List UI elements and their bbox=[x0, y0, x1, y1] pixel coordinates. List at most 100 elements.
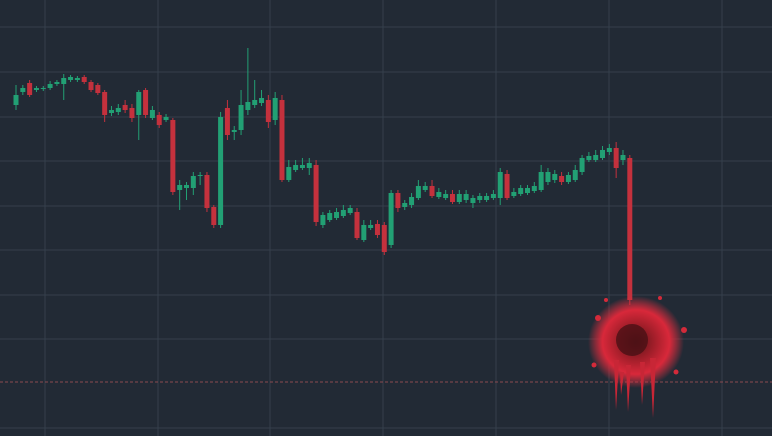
candle-body bbox=[334, 212, 340, 218]
candle-body bbox=[286, 167, 292, 180]
candle-body bbox=[299, 165, 305, 168]
candle-body bbox=[170, 120, 176, 192]
candle-body bbox=[81, 77, 87, 82]
candle-body bbox=[429, 186, 435, 196]
candle-body bbox=[374, 224, 380, 235]
candle-body bbox=[27, 83, 33, 95]
candle-body bbox=[238, 105, 244, 130]
candle-body bbox=[422, 186, 428, 190]
candle-body bbox=[613, 148, 619, 168]
candle-body bbox=[606, 148, 612, 152]
candle-body bbox=[149, 110, 155, 118]
candle-body bbox=[484, 196, 490, 200]
candle-body bbox=[88, 82, 94, 90]
candle-body bbox=[143, 90, 149, 115]
candle-body bbox=[184, 185, 189, 188]
candle-body bbox=[436, 192, 442, 197]
candle-body bbox=[552, 174, 558, 180]
splatter-drop bbox=[673, 369, 679, 375]
splatter-drop bbox=[595, 315, 601, 321]
splatter-drop bbox=[658, 296, 662, 300]
candle-body bbox=[320, 215, 326, 225]
candle-body bbox=[531, 186, 537, 191]
candle-body bbox=[402, 203, 408, 207]
candle-body bbox=[211, 207, 217, 225]
candle-body bbox=[368, 225, 374, 228]
candle-body bbox=[252, 100, 258, 105]
candle-body bbox=[129, 108, 135, 118]
candle-body bbox=[559, 176, 565, 182]
splatter-drips bbox=[614, 358, 656, 418]
candle-body bbox=[545, 172, 551, 182]
candle-body bbox=[40, 88, 46, 89]
blood-splatter bbox=[588, 296, 687, 418]
candle-body bbox=[415, 186, 421, 198]
candle-body bbox=[293, 165, 299, 170]
candle-body bbox=[477, 196, 483, 200]
candle-body bbox=[272, 98, 278, 120]
candle-body bbox=[33, 88, 39, 90]
candle-body bbox=[347, 208, 353, 213]
candle-body bbox=[102, 92, 108, 115]
candle-body bbox=[156, 115, 162, 125]
candle-body bbox=[163, 117, 169, 120]
candle-body bbox=[313, 165, 319, 222]
candle-body bbox=[593, 155, 599, 160]
candle-body bbox=[279, 100, 285, 180]
candle-body bbox=[327, 213, 333, 220]
candle-body bbox=[108, 110, 114, 113]
candle-body bbox=[197, 175, 203, 176]
splatter-drop bbox=[591, 362, 597, 368]
candle-body bbox=[74, 78, 80, 80]
candle-body bbox=[136, 92, 142, 115]
candle-body bbox=[259, 98, 265, 103]
candle-body bbox=[490, 194, 496, 198]
candle-body bbox=[449, 194, 455, 202]
candle-body bbox=[511, 192, 517, 196]
candle-body bbox=[20, 88, 26, 92]
candle-body bbox=[340, 210, 346, 216]
candle-body bbox=[218, 117, 224, 225]
candle-body bbox=[265, 100, 271, 122]
candle-body bbox=[579, 158, 585, 172]
candle-body bbox=[361, 225, 367, 240]
candle-body bbox=[463, 194, 469, 200]
splatter-core bbox=[616, 324, 648, 356]
candle-body bbox=[395, 193, 401, 208]
candle-body bbox=[388, 193, 394, 245]
candle-body bbox=[224, 108, 230, 135]
candle-body bbox=[538, 172, 544, 190]
candle-body bbox=[443, 194, 449, 198]
candle-body bbox=[68, 77, 74, 80]
candle-body bbox=[456, 194, 462, 202]
candle-body bbox=[525, 188, 530, 193]
candle-body bbox=[190, 176, 196, 188]
candle-body bbox=[381, 225, 387, 252]
candle-body bbox=[620, 155, 626, 160]
candle-body bbox=[54, 82, 60, 84]
splatter-drop bbox=[604, 298, 608, 302]
candle-body bbox=[565, 175, 571, 182]
candle-body bbox=[177, 185, 183, 190]
candle-body bbox=[13, 95, 19, 105]
candle-body bbox=[47, 84, 53, 88]
candle-body bbox=[61, 78, 67, 84]
candle-body bbox=[231, 130, 237, 132]
candle-body bbox=[470, 198, 476, 203]
candle-body bbox=[518, 188, 524, 194]
candle-body bbox=[95, 85, 101, 93]
candle-body bbox=[115, 108, 121, 112]
horizontal-grid bbox=[0, 26, 772, 429]
candle-body bbox=[122, 105, 128, 110]
candle-body bbox=[504, 174, 510, 198]
candle-body bbox=[572, 170, 578, 180]
candle-body bbox=[354, 212, 360, 238]
candle-body bbox=[409, 197, 415, 205]
candle-body bbox=[586, 156, 592, 160]
candle-body bbox=[245, 102, 251, 110]
candles bbox=[13, 48, 633, 305]
candle-body bbox=[600, 150, 606, 158]
candle-body bbox=[204, 175, 210, 208]
